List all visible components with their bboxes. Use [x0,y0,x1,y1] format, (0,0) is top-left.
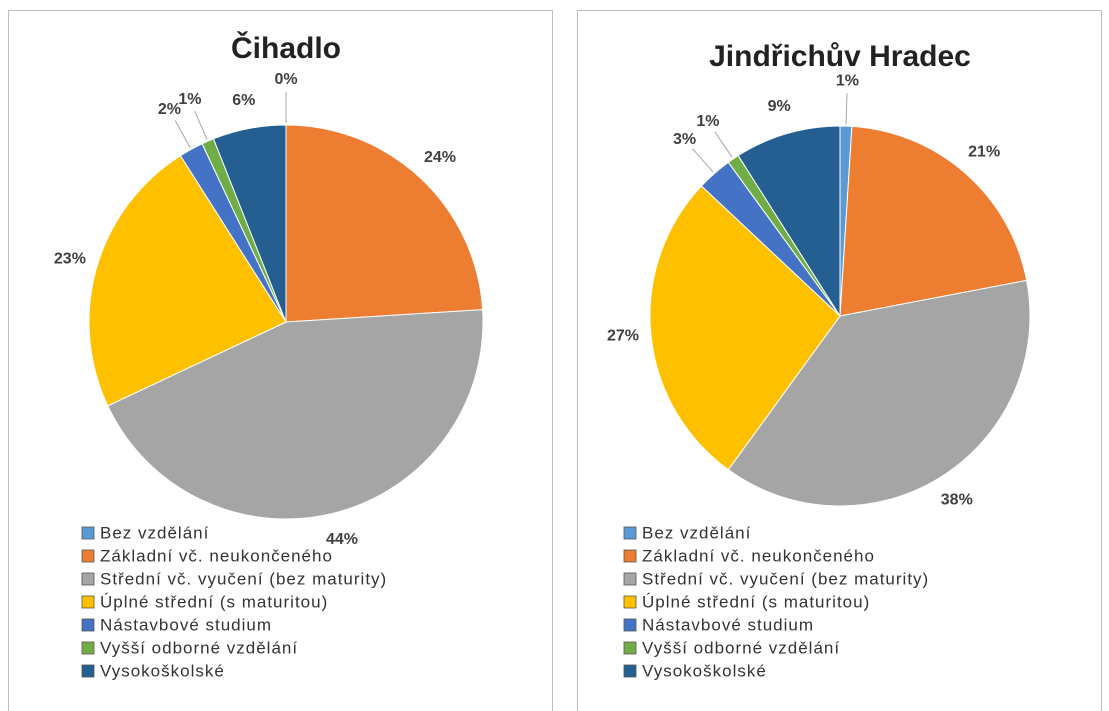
pie-slice [839,125,1028,317]
leader-line [845,93,848,125]
legend-swatch [623,526,637,540]
data-label: 44% [326,531,358,548]
legend-swatch [81,664,95,678]
legend-label: Úplné střední (s maturitou) [100,592,328,611]
leader-line [714,131,733,158]
data-label: 21% [968,144,1000,161]
legend-label: Vyšší odborné vzdělání [100,638,298,657]
legend-label: Vysokoškolské [100,661,225,680]
legend-swatch [623,641,637,655]
data-label: 0% [274,71,297,88]
legend-label: Střední vč. vyučení (bez maturity) [642,569,929,588]
legend-swatch [623,572,637,586]
legend-label: Vyšší odborné vzdělání [642,638,840,657]
leader-line [194,110,208,140]
legend-label: Základní vč. neukončeného [100,546,333,565]
legend-swatch [81,641,95,655]
legend-swatch [81,526,95,540]
data-label: 24% [424,149,456,166]
pie-slice [88,154,287,407]
legend-label: Nástavbové studium [100,615,272,634]
leader-line [174,120,191,148]
chart-title: Čihadlo [231,31,341,65]
data-label: 1% [696,113,719,130]
data-label: 1% [836,72,859,89]
pie-slice [285,124,484,323]
legend-label: Bez vzdělání [100,523,209,542]
pie-slice [212,124,287,323]
legend-swatch [81,549,95,563]
pie-slice [737,125,841,318]
data-label: 3% [673,131,696,148]
data-label: 27% [607,328,639,345]
data-label: 23% [54,250,86,267]
legend-swatch [623,549,637,563]
data-label: 38% [941,491,973,508]
legend-swatch [623,595,637,609]
legend-swatch [81,595,95,609]
legend-label: Nástavbové studium [642,615,814,634]
legend-swatch [623,618,637,632]
legend-swatch [81,572,95,586]
legend-label: Základní vč. neukončeného [642,546,875,565]
legend-label: Vysokoškolské [642,661,767,680]
pie-slice [649,185,841,471]
data-label: 9% [768,98,791,115]
legend-label: Úplné střední (s maturitou) [642,592,870,611]
data-label: 6% [232,92,255,109]
leader-line [692,148,714,173]
pie-slice [727,279,1031,507]
data-label: 1% [178,91,201,108]
legend-swatch [623,664,637,678]
legend-label: Bez vzdělání [642,523,751,542]
legend-swatch [81,618,95,632]
data-label: 2% [158,101,181,118]
chart-title: Jindřichův Hradec [709,40,971,73]
legend-label: Střední vč. vyučení (bez maturity) [100,569,387,588]
